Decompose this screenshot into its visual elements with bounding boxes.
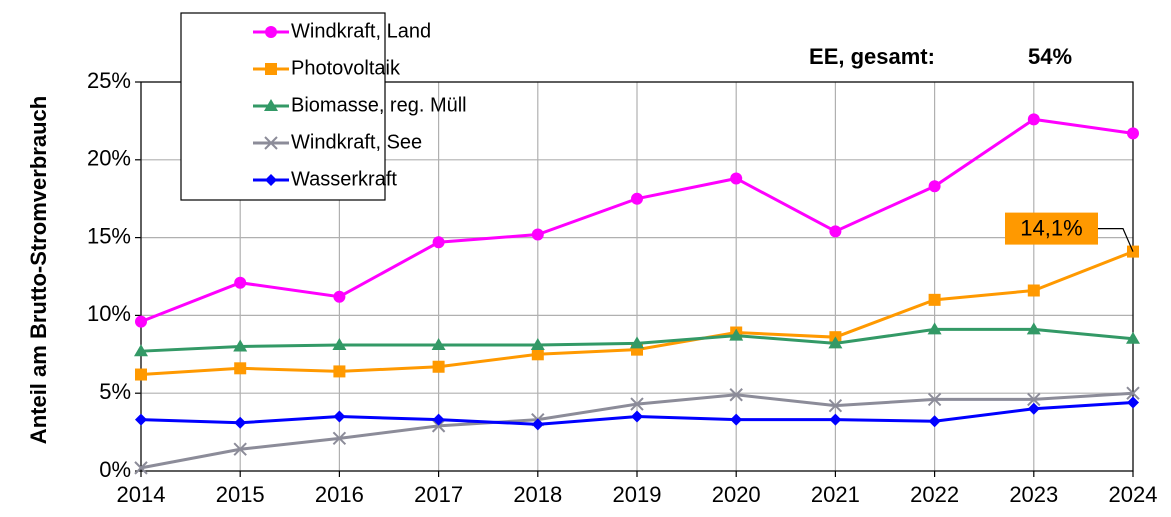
marker [333, 290, 346, 303]
marker [530, 337, 545, 350]
y-tick-label: 25% [87, 68, 131, 93]
x-tick-label: 2022 [910, 482, 959, 507]
marker [432, 413, 445, 426]
marker [134, 461, 148, 475]
marker [531, 228, 544, 241]
marker [134, 344, 148, 357]
marker [729, 328, 744, 341]
legend-label: Windkraft, Land [291, 20, 431, 42]
marker [265, 174, 277, 186]
marker [631, 410, 643, 423]
marker [431, 419, 446, 433]
marker [234, 416, 247, 429]
marker [1127, 127, 1139, 140]
marker [333, 410, 346, 423]
data-label: 14,1% [1020, 215, 1082, 240]
marker [333, 365, 346, 378]
marker [928, 415, 941, 428]
marker [432, 236, 445, 249]
marker [264, 99, 278, 111]
legend-label: Wasserkraft [291, 168, 397, 190]
marker [927, 322, 942, 335]
marker [631, 192, 643, 205]
marker [928, 180, 941, 193]
marker [730, 413, 743, 426]
legend-label: Photovoltaik [291, 57, 401, 79]
marker [829, 225, 842, 238]
marker [729, 388, 743, 402]
marker [1027, 392, 1041, 407]
x-tick-label: 2021 [811, 482, 860, 507]
marker [927, 392, 942, 407]
marker [630, 336, 644, 349]
marker [531, 418, 544, 431]
data-label-box [1005, 212, 1098, 245]
marker [234, 362, 247, 375]
x-tick-label: 2020 [712, 482, 761, 507]
marker [135, 413, 147, 426]
label-leader [1098, 228, 1134, 252]
legend: Windkraft, Land Photovoltaik Biomasse, reg… [180, 12, 467, 201]
x-tick-label: 2023 [1009, 482, 1058, 507]
marker [1026, 322, 1041, 335]
y-axis-label: Anteil am Brutto-Stromverbrauch [26, 96, 51, 444]
marker [135, 315, 147, 328]
y-tick-label: 10% [87, 301, 131, 326]
y-tick-label: 20% [87, 146, 131, 171]
y-tick-label: 5% [99, 379, 131, 404]
marker [264, 136, 278, 150]
marker [431, 337, 446, 350]
marker [1126, 386, 1140, 400]
marker [1027, 284, 1040, 297]
plot-frame [140, 81, 1134, 472]
y-tick-label: 15% [87, 223, 131, 248]
marker [1126, 331, 1140, 344]
marker [828, 336, 843, 349]
x-tick-label: 2017 [414, 482, 463, 507]
legend-label: Windkraft, See [291, 131, 422, 153]
marker [135, 368, 147, 381]
marker [1027, 113, 1040, 126]
marker [332, 337, 347, 350]
x-tick-label: 2024 [1109, 482, 1158, 507]
marker [233, 339, 248, 352]
annotation: 54% [1028, 44, 1072, 69]
marker [1027, 402, 1040, 415]
x-tick-label: 2016 [315, 482, 364, 507]
x-tick-label: 2018 [513, 482, 562, 507]
legend-label: Biomasse, reg. Müll [291, 94, 467, 116]
x-tick-label: 2014 [117, 482, 166, 507]
x-tick-label: 2015 [216, 482, 265, 507]
marker [233, 442, 247, 456]
marker [432, 360, 445, 373]
marker [928, 293, 941, 306]
marker [630, 397, 644, 411]
x-tick-label: 2019 [613, 482, 662, 507]
marker [265, 26, 277, 38]
marker [730, 172, 743, 185]
marker [332, 431, 347, 446]
annotation: EE, gesamt: [809, 44, 935, 69]
marker [531, 348, 544, 361]
marker [828, 398, 843, 413]
marker [265, 63, 277, 75]
y-tick-label: 0% [99, 457, 131, 482]
marker [234, 276, 247, 289]
marker [829, 413, 842, 426]
marker [1127, 396, 1139, 409]
